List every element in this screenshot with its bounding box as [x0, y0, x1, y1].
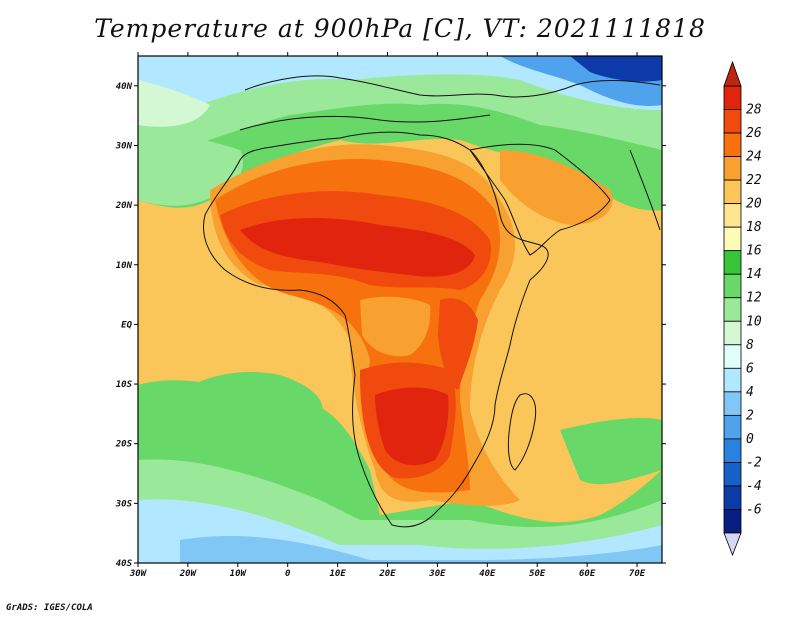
colorbar-swatch	[723, 132, 742, 157]
map-title: Temperature at 900hPa [C], VT: 202111181…	[94, 14, 706, 43]
colorbar-swatch	[723, 414, 742, 440]
x-axis: 30W 20W 10W 0 10E 20E 30E 40E 50E 60E 70E	[129, 52, 646, 579]
colorbar-label: 16	[746, 244, 762, 259]
y-tick-label: 40N	[116, 82, 133, 92]
x-tick-label: 30W	[129, 569, 148, 579]
colorbar-swatch	[723, 367, 742, 393]
plot-frame	[137, 55, 663, 564]
y-tick-label: 40S	[116, 559, 133, 569]
colorbar-label: 28	[746, 103, 762, 118]
y-tick-label: 30N	[115, 141, 133, 151]
colorbar-label: 2	[746, 408, 754, 423]
x-tick-label: 20W	[179, 569, 198, 579]
colorbar-swatch	[723, 273, 742, 299]
colorbar-swatch	[723, 226, 742, 252]
y-tick-label: 20N	[115, 201, 133, 211]
field-africa-red-core	[240, 218, 475, 277]
y-tick-label: EQ	[121, 320, 132, 330]
x-tick-label: 50E	[529, 569, 546, 579]
colorbar-label: -4	[746, 479, 762, 494]
field-south-blue	[180, 535, 662, 563]
x-tick-label: 60E	[579, 569, 596, 579]
field-north-darkblue	[570, 56, 662, 82]
colorbar-swatch	[723, 203, 742, 228]
credit-text: GrADS: IGES/COLA	[6, 603, 93, 613]
colorbar-swatch	[723, 485, 742, 510]
field-africa-red-south-core	[375, 387, 449, 466]
field-indian-green	[560, 418, 662, 485]
y-tick-label: 30S	[115, 499, 133, 509]
europe-coastline	[244, 75, 661, 98]
coastlines	[203, 75, 661, 528]
field-indian-yellow	[500, 292, 662, 435]
colorbar-label: 14	[746, 267, 762, 282]
temperature-field	[138, 56, 662, 563]
x-tick-label: 0	[285, 569, 291, 579]
x-tick-label: 10E	[329, 569, 346, 579]
mediterranean-coastline	[239, 114, 491, 131]
colorbar-label: 20	[746, 197, 762, 212]
colorbar-swatch	[723, 85, 742, 110]
colorbar-swatch	[723, 509, 742, 534]
x-tick-label: 70E	[629, 569, 646, 579]
field-atlantic-green	[150, 372, 323, 440]
colorbar-label: 0	[746, 432, 754, 447]
field-congo-yellow	[360, 296, 431, 357]
colorbar-label: 18	[746, 220, 762, 235]
colorbar-label: -2	[746, 455, 762, 470]
x-tick-label: 30E	[428, 569, 446, 579]
y-tick-label: 20S	[115, 440, 133, 450]
colorbar-label: -6	[746, 502, 762, 517]
colorbar-swatch	[723, 320, 742, 346]
field-west-lightcyan	[138, 80, 210, 127]
colorbar-label: 26	[746, 126, 762, 141]
colorbar-label: 12	[746, 291, 762, 306]
colorbar-swatch	[723, 391, 742, 416]
africa-coastline	[203, 131, 549, 528]
arabia-coastline	[469, 143, 611, 256]
y-tick-label: 10S	[116, 380, 133, 390]
colorbar-top-arrow	[723, 60, 742, 87]
x-tick-label: 10W	[230, 569, 248, 579]
colorbar-swatch	[723, 462, 742, 487]
y-tick-label: 10N	[116, 261, 133, 271]
field-north-cyan	[138, 56, 662, 110]
colorbar-label: 4	[746, 385, 754, 400]
colorbar-label: 22	[746, 173, 762, 188]
colorbar-label: 8	[746, 338, 754, 353]
field-rift-red	[438, 298, 478, 390]
colorbar-swatch	[723, 344, 742, 369]
colorbar-swatch	[723, 179, 742, 205]
colorbar-swatch	[723, 438, 742, 463]
field-arabia-orange	[500, 150, 613, 225]
india-coastline	[629, 149, 661, 231]
madagascar-coastline	[507, 393, 537, 471]
colorbar-swatch	[723, 250, 742, 275]
x-tick-label: 20E	[378, 569, 396, 579]
colorbar-swatch	[723, 297, 742, 322]
colorbar-bottom-arrow	[723, 532, 742, 557]
colorbar-swatch	[723, 109, 742, 134]
colorbar-label: 10	[746, 314, 762, 329]
y-axis: 40N 30N 20N 10N EQ 10S 20S 30S 40S	[115, 82, 666, 569]
colorbar-label: 24	[746, 150, 762, 165]
colorbar-label: 6	[746, 361, 754, 376]
colorbar-swatch	[723, 156, 742, 181]
x-tick-label: 40E	[479, 569, 496, 579]
